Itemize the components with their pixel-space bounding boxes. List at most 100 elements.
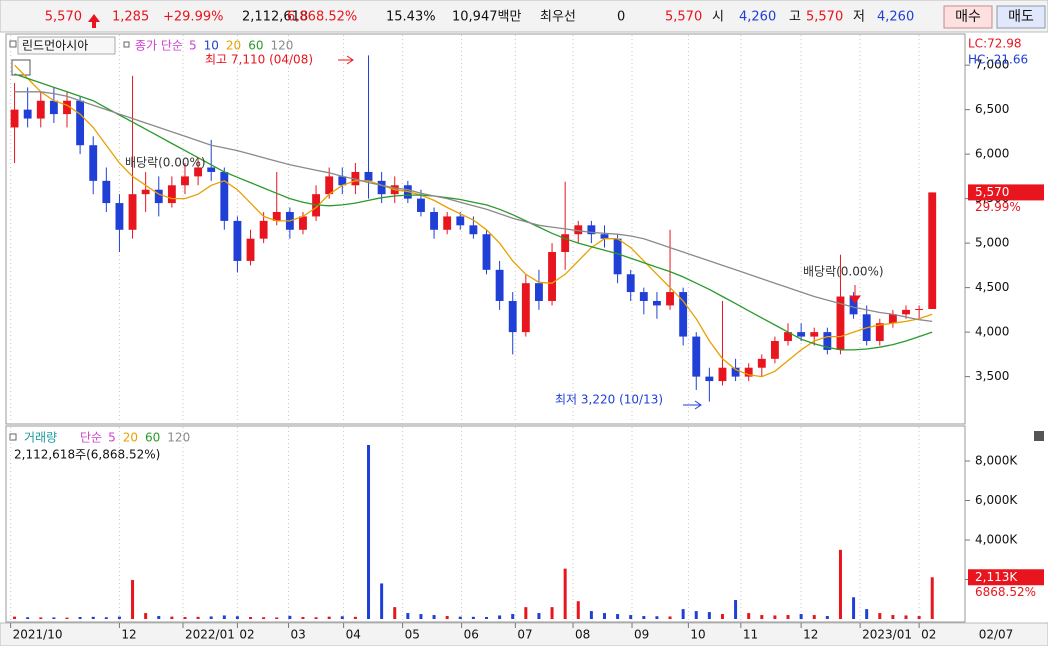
volume-bar	[353, 616, 357, 619]
sell-button[interactable]	[996, 5, 1046, 29]
table-icon[interactable]	[11, 59, 31, 76]
buy-label[interactable]: 매수	[955, 9, 981, 25]
volume-bar	[157, 616, 161, 619]
legend-icon	[123, 41, 130, 48]
volume-bar	[917, 616, 921, 619]
candle-body	[784, 332, 792, 342]
volume-bar	[170, 616, 174, 619]
volume-bar	[196, 616, 200, 619]
candle-body	[652, 300, 661, 306]
candle-body	[325, 176, 334, 195]
candle-body	[128, 194, 137, 230]
candle-body	[613, 238, 622, 275]
candle-body	[364, 171, 373, 181]
legend-entry: 120	[270, 39, 293, 53]
close-icon[interactable]	[1034, 431, 1044, 441]
current-box	[968, 569, 1044, 586]
y-tick-label: 4,000K	[975, 532, 1018, 546]
header-value: +29.99%	[163, 10, 223, 25]
volume-bar	[668, 616, 672, 619]
candle-body	[731, 367, 740, 377]
y-tick-label: 3,500	[975, 369, 1009, 383]
volume-bar	[602, 613, 606, 619]
x-tick-label: 12	[121, 628, 136, 642]
current-box	[968, 184, 1044, 201]
candle-body	[23, 109, 32, 119]
volume-bar	[419, 614, 423, 619]
candle-body	[456, 216, 465, 226]
candle-body	[521, 283, 530, 333]
legend-entry: 10	[204, 39, 219, 53]
sell-label[interactable]: 매도	[1008, 9, 1034, 25]
candle-body	[36, 100, 45, 119]
candle-body	[10, 109, 19, 128]
header-value: 시	[712, 10, 724, 25]
candle-body	[495, 269, 504, 301]
legend-entry: 60	[145, 431, 160, 445]
candle-body	[548, 252, 556, 301]
volume-bar	[550, 607, 554, 619]
candle-body	[443, 216, 452, 230]
header-value: 1,285	[112, 10, 149, 25]
volume-bar	[694, 611, 698, 619]
buy-button[interactable]	[943, 5, 993, 29]
volume-bar	[209, 616, 213, 619]
legend-entry: 5	[108, 431, 116, 445]
candle-body	[76, 100, 85, 146]
candle-body	[338, 176, 347, 186]
ma-label: 단순	[80, 431, 102, 445]
candle-body	[888, 314, 897, 324]
up-arrow-icon	[88, 14, 100, 28]
x-tick-label: 06	[464, 628, 479, 642]
candle-body	[299, 216, 307, 230]
candle-body	[757, 358, 766, 368]
candle-body	[102, 180, 111, 204]
volume-bar	[249, 617, 253, 619]
volume-bar	[563, 568, 567, 619]
panel-icon	[9, 433, 17, 441]
legend-entry: 120	[167, 431, 190, 445]
volume-bar	[812, 615, 816, 619]
candle-body	[220, 171, 229, 221]
x-tick-label: 09	[634, 628, 649, 642]
ma-line	[14, 91, 933, 323]
volume-bar	[865, 609, 869, 619]
legend-entry: 20	[226, 39, 241, 53]
candle-body	[718, 367, 727, 382]
volume-bar	[78, 617, 82, 619]
volume-bar	[904, 615, 908, 619]
volume-bar	[65, 617, 69, 619]
y-tick-label: 4,000	[975, 325, 1009, 339]
x-tick-label: 2022/01	[185, 628, 235, 642]
candle-body	[233, 220, 242, 261]
volume-bar	[91, 616, 95, 619]
title-box[interactable]	[17, 36, 116, 55]
annotation: 최저 3,220 (10/13)	[555, 393, 663, 407]
arrow	[849, 285, 861, 304]
ma-line	[14, 64, 933, 378]
header-value: 2,112,618	[242, 10, 308, 25]
header-bar	[0, 0, 1048, 33]
volume-bar	[799, 614, 803, 619]
current-change: 6868.52%	[975, 585, 1036, 599]
header-value: 4,260	[877, 10, 914, 25]
volume-bar	[406, 613, 410, 619]
volume-bar	[275, 617, 279, 619]
arrow	[338, 55, 354, 65]
volume-bar	[576, 601, 580, 619]
candle-body	[626, 274, 635, 293]
candle-body	[692, 336, 701, 377]
volume-bar	[655, 616, 659, 619]
volume-bar	[314, 617, 318, 619]
x-tick-label: 05	[405, 628, 420, 642]
volume-bar	[262, 617, 266, 619]
header-value: 0	[617, 10, 625, 25]
volume-bar	[39, 617, 43, 619]
candle-body	[535, 283, 543, 301]
volume-bar	[707, 612, 711, 619]
volume-bar	[13, 616, 17, 619]
volume-bar	[760, 615, 764, 619]
candle-body	[666, 292, 674, 306]
candle-body	[823, 332, 832, 350]
volume-bar	[340, 616, 344, 619]
